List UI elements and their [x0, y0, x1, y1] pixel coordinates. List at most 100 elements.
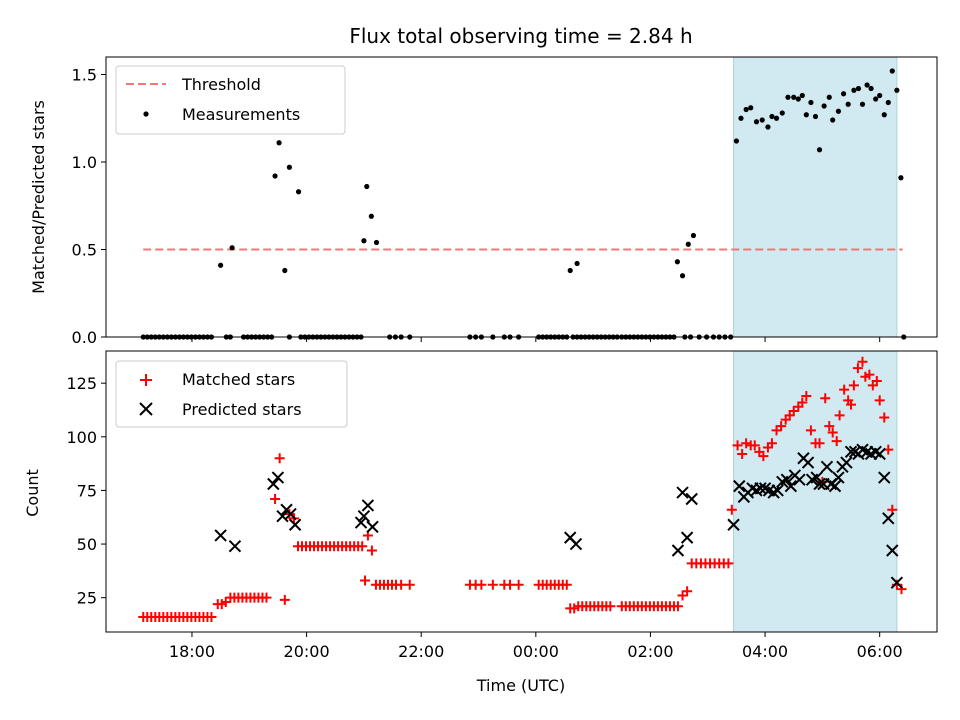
predicted-star-point [676, 486, 689, 499]
measurement-point [286, 164, 292, 170]
measurement-point [830, 117, 836, 123]
bottom-ylabel: Count [23, 469, 42, 517]
legend-matched-swatch [140, 374, 152, 386]
matched-star-point [766, 438, 777, 449]
measurement-point [674, 259, 680, 265]
top-ytick-label: 0.0 [72, 328, 97, 347]
measurement-point [821, 103, 827, 109]
measurement-point [229, 245, 235, 251]
predicted-star-point [680, 531, 694, 544]
matched-star-point [396, 579, 407, 590]
measurement-point [361, 238, 367, 244]
bottom-panel: 25 50 75 100 125 18:00 20:00 22:00 00:00 02:00 04… [23, 350, 938, 695]
predicted-star-point [284, 507, 297, 521]
xtick-label: 18:00 [169, 642, 215, 661]
predicted-star-point [890, 576, 904, 589]
chart-title: Flux total observing time = 2.84 h [349, 24, 692, 48]
predicted-star-point [288, 518, 302, 531]
predicted-star-point [733, 479, 746, 493]
measurement-point [799, 92, 805, 99]
measurement-point [679, 273, 686, 279]
matched-star-point [820, 393, 831, 404]
matched-star-point [505, 579, 516, 590]
matched-star-point [682, 586, 693, 597]
top-ytick-label: 1.5 [72, 66, 97, 85]
matched-star-point [672, 601, 683, 612]
bottom-axes-frame [105, 350, 938, 633]
measurement-point [845, 101, 851, 107]
matched-star-point [749, 440, 760, 451]
measurement-point [685, 241, 691, 247]
predicted-star-point [357, 509, 371, 523]
legend-predicted-swatch [139, 402, 153, 416]
matched-star-point [846, 399, 857, 410]
top-ytick-label: 0.5 [72, 241, 97, 260]
xtick-label: 04:00 [742, 642, 788, 661]
predicted-star-point [354, 516, 368, 529]
measurement-point [791, 94, 797, 100]
matched-star-point [852, 363, 863, 374]
predicted-star-point [780, 473, 794, 486]
bottom-legend-box [115, 360, 348, 428]
measurement-point [808, 99, 814, 106]
predicted-star-point [882, 512, 895, 525]
predicted-star-point [271, 471, 285, 484]
measurement-point [785, 94, 791, 100]
top-axes-frame [105, 56, 938, 338]
matched-star-point [758, 451, 769, 462]
measurement-point [272, 173, 278, 179]
measurement-point [826, 94, 832, 100]
measurement-point [873, 96, 879, 102]
predicted-star-point [873, 447, 886, 461]
matched-star-point [737, 448, 748, 459]
matched-star-point [814, 438, 825, 449]
measurement-point [368, 213, 374, 219]
measurement-point [868, 85, 874, 92]
matched-star-point [476, 579, 487, 590]
top-legend-box [115, 65, 346, 135]
predicted-star-point [214, 529, 227, 542]
matched-star-point [605, 601, 616, 612]
measurement-point [894, 87, 900, 93]
matched-star-point [801, 391, 812, 402]
measurement-point [295, 189, 302, 195]
measurement-point [835, 108, 842, 114]
matched-star-point [404, 579, 415, 590]
bottom-ytick-label: 100 [66, 428, 97, 447]
bottom-ytick-label: 75 [77, 481, 97, 500]
predicted-star-point [361, 499, 375, 512]
measurement-point [765, 124, 771, 130]
measurement-point [812, 113, 819, 120]
matched-star-point [797, 397, 808, 408]
xtick-label: 00:00 [513, 642, 559, 661]
measurement-point [816, 147, 823, 153]
matched-star-point [834, 410, 845, 421]
predicted-star-point [828, 479, 842, 493]
legend-predicted-label: Predicted stars [182, 400, 302, 419]
legend-matched-label: Matched stars [182, 370, 295, 389]
measurement-point [773, 115, 780, 121]
legend-threshold-label: Threshold [181, 75, 261, 94]
matched-star-point [827, 427, 838, 438]
predicted-star-point [228, 539, 242, 553]
predicted-star-point [820, 460, 834, 474]
top-panel: 0.0 0.5 1.0 1.5 Matched/Predicted stars Thr… [29, 56, 938, 347]
measurement-point [859, 101, 866, 107]
predicted-star-point [784, 479, 798, 493]
matched-star-point [206, 611, 217, 622]
measurement-point [567, 267, 573, 274]
measurement-point [743, 106, 749, 113]
measurement-point [282, 267, 288, 274]
matched-star-point [896, 584, 907, 595]
top-ytick-label: 1.0 [72, 153, 97, 172]
matched-star-point [561, 579, 572, 590]
predicted-star-point [727, 518, 740, 531]
matched-star-point [848, 380, 859, 391]
measurement-point [851, 87, 857, 93]
measurement-point [218, 262, 224, 268]
measurement-point [779, 110, 785, 116]
matched-star-point [732, 440, 743, 451]
measurement-point [753, 119, 760, 125]
measurement-point [690, 232, 697, 239]
